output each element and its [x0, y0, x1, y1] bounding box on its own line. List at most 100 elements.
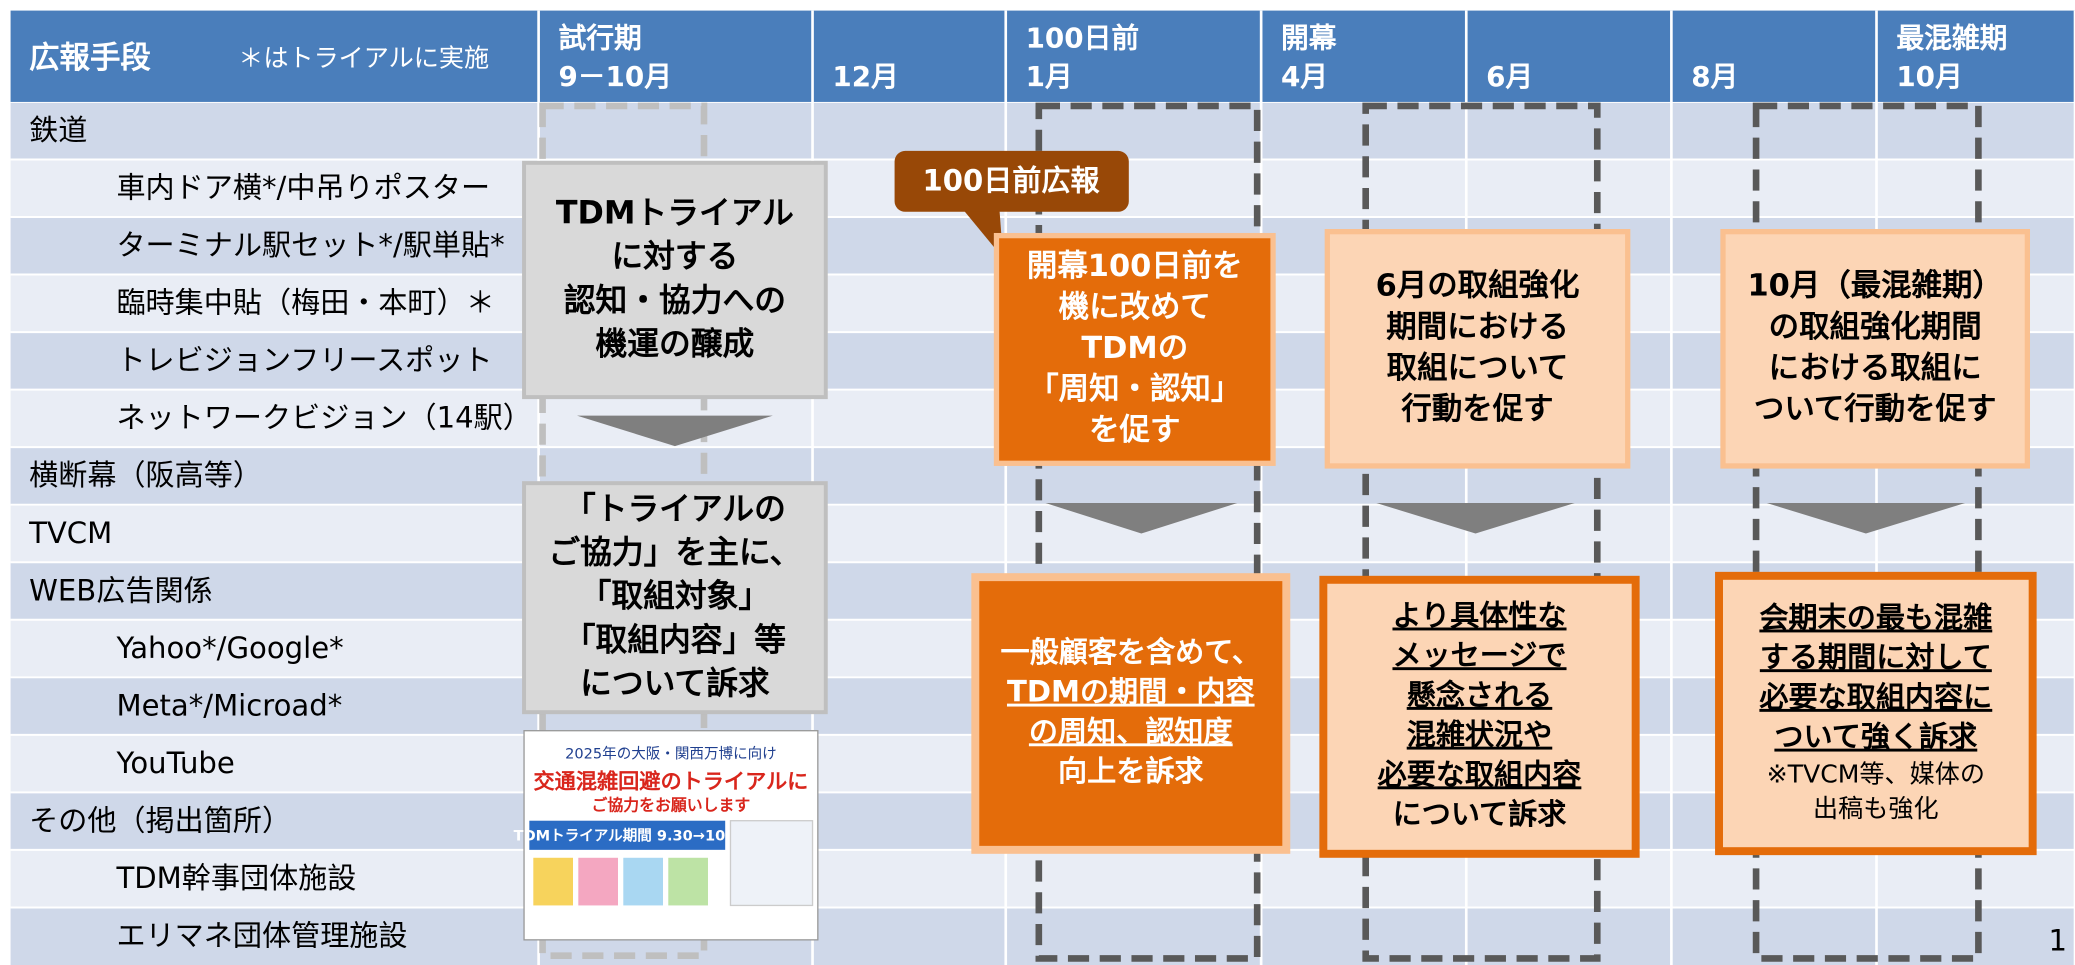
box-line: 必要な取組内容に [1759, 680, 1992, 714]
poster-panel [533, 857, 574, 906]
header-note: ＊はトライアルに実施 [238, 44, 489, 73]
row-band [10, 504, 2075, 563]
column-top: 試行期 [558, 22, 641, 55]
box [1319, 575, 1640, 858]
column-top: 最混雑期 [1896, 22, 2007, 55]
box-line: する期間に対して [1760, 640, 1992, 674]
poster-text: TDMトライアル期間 9.30→10.4 [514, 827, 741, 845]
down-arrow [1766, 503, 1966, 534]
box-note: ※TVCM等、媒体の [1767, 760, 1985, 789]
box-line: 認知・協力への [564, 282, 786, 319]
poster-panel [729, 820, 814, 907]
box-line: 機運の醸成 [596, 326, 755, 362]
column-bottom: 1月 [1026, 60, 1073, 93]
row-label: トレビジョンフリースポット [116, 343, 492, 377]
box-line: 「取組対象」 [580, 579, 770, 615]
row-label: 臨時集中貼（梅田・本町）＊ [116, 286, 494, 320]
box-line: より具体性な [1392, 599, 1566, 633]
box-line: 会期末の最も混雑 [1759, 601, 1992, 635]
row-label: ターミナル駅セット*/駅単貼* [116, 228, 504, 262]
box-line: 6月の取組強化 [1376, 269, 1580, 304]
down-arrow [1045, 503, 1238, 534]
box-line: について訴求 [1393, 797, 1568, 831]
row-label: 車内ドア横*/中吊りポスター [116, 171, 490, 205]
column-bottom: 9－10月 [558, 60, 672, 93]
down-arrow [1376, 503, 1575, 534]
box [522, 481, 828, 715]
poster-panel [578, 857, 619, 906]
box-line: の周知、認知度 [1029, 714, 1234, 748]
callout-pointer [959, 205, 1004, 259]
box-line: TDMの [1081, 331, 1188, 366]
header-title: 広報手段 [29, 40, 151, 76]
poster-text: 2025年の大阪・関西万博に向け [565, 746, 777, 763]
box-line: 期間における [1386, 310, 1569, 345]
box-line: 開幕100日前を [1027, 249, 1243, 284]
row-label: 横断幕（阪高等） [29, 458, 262, 492]
box-line: に対する [611, 239, 738, 275]
page-number: 1 [2049, 923, 2068, 957]
box-line: 10月（最混雑期） [1747, 269, 2002, 304]
box-line: について訴求 [580, 665, 770, 702]
box-line: 「取組内容」等 [564, 621, 786, 658]
header-band [10, 10, 2075, 102]
box-note: 出稿も強化 [1813, 794, 1939, 823]
box [1720, 229, 2031, 469]
box-line: TDMトライアル [556, 195, 794, 231]
poster-panel [668, 857, 708, 906]
box-line: 取組について [1387, 351, 1569, 386]
box [993, 232, 1276, 466]
box [971, 573, 1291, 854]
box-line: の取組強化期間 [1769, 310, 1982, 345]
box-line: 「周知・認知」 [1028, 371, 1241, 407]
box-line: 機に改めて [1059, 290, 1211, 325]
poster-band [529, 820, 726, 850]
row-label: WEB広告関係 [29, 573, 213, 607]
box-line: TDMの期間・内容 [1007, 675, 1255, 709]
box [522, 160, 828, 400]
callout [894, 150, 1129, 212]
poster-text: ご協力をお願いします [592, 796, 751, 815]
down-arrow [576, 415, 773, 447]
box [1715, 571, 2037, 856]
period-frame [1362, 102, 1601, 962]
column-bottom: 10月 [1896, 60, 1962, 93]
column-bottom: 6月 [1486, 60, 1533, 93]
period-frame [1035, 102, 1261, 962]
row-label: TDM幹事団体施設 [115, 861, 356, 895]
row-label: TVCM [28, 516, 112, 550]
box-line: メッセージで [1392, 638, 1566, 672]
row-label: Yahoo*/Google* [115, 631, 343, 665]
box-line: における取組に [1769, 351, 1982, 386]
row-label: Meta*/Microad* [116, 688, 342, 722]
row-label: ネットワークビジョン（14駅） [116, 401, 531, 435]
column-top: 100日前 [1026, 22, 1140, 55]
box-line: を促す [1089, 413, 1180, 448]
column-top: 開幕 [1281, 22, 1337, 55]
box-line: 懸念される [1407, 678, 1553, 712]
row-label: その他（掲出箇所） [29, 803, 291, 837]
column-bottom: 8月 [1691, 60, 1738, 93]
poster-text: 交通混雑回避のトライアルに [534, 768, 809, 793]
box-line: 向上を訴求 [1058, 754, 1204, 788]
box-line: ご協力」を主に、 [548, 535, 801, 571]
box-line: 「トライアルの [564, 491, 786, 527]
box-line: 必要な取組内容 [1378, 757, 1582, 791]
row-label: 鉄道 [29, 113, 87, 147]
box-line: 行動を促す [1400, 392, 1553, 427]
row-band [10, 101, 2075, 160]
box-line: 一般顧客を含めて、 [1001, 635, 1261, 669]
box-line: 混雑状況や [1407, 718, 1553, 752]
callout-text: 100日前広報 [922, 164, 1100, 198]
box-line: ついて行動を促す [1754, 392, 1997, 427]
box [1324, 229, 1631, 469]
column-bottom: 4月 [1281, 60, 1328, 93]
row-label: YouTube [115, 746, 234, 780]
column-bottom: 12月 [832, 60, 898, 93]
box-line: ついて強く訴求 [1774, 720, 1978, 754]
period-frame [1752, 102, 1982, 962]
poster-panel [623, 857, 663, 906]
row-label: エリマネ団体管理施設 [116, 919, 407, 953]
